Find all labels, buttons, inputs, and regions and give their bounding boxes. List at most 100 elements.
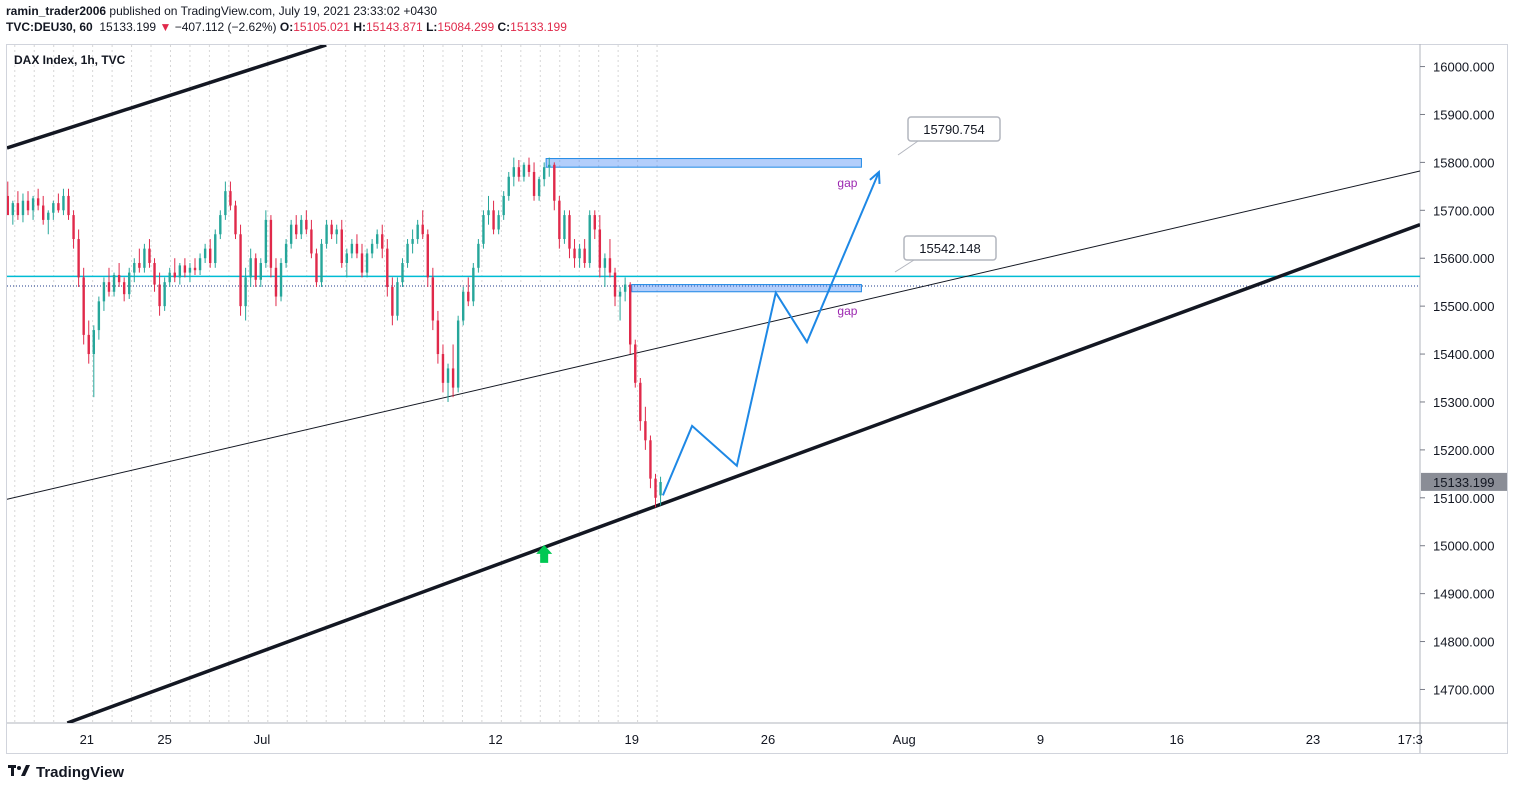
candle — [249, 258, 252, 278]
last-price-badge — [1421, 472, 1507, 491]
x-tick-label: 25 — [157, 732, 171, 747]
chart-header: ramin_trader2006 published on TradingVie… — [6, 3, 567, 35]
candle — [269, 219, 273, 268]
candle — [644, 421, 647, 441]
gap-label: gap — [837, 304, 857, 318]
candle — [583, 248, 586, 264]
candle — [305, 219, 308, 230]
grid-lines — [14, 45, 658, 723]
candle — [588, 215, 591, 264]
tradingview-logo-icon[interactable] — [8, 764, 30, 781]
candle — [386, 248, 389, 287]
candle — [441, 354, 445, 383]
candle — [122, 282, 126, 295]
y-tick-label: 15400.000 — [1433, 347, 1494, 362]
projection-path — [661, 171, 880, 496]
candle — [315, 253, 318, 283]
candle — [462, 291, 465, 321]
x-tick-label: Jul — [254, 732, 271, 747]
price-callout: 15542.148 — [894, 235, 997, 273]
y-tick-label: 14700.000 — [1433, 682, 1494, 697]
candle — [548, 164, 551, 168]
candle — [335, 229, 338, 235]
candle — [224, 191, 227, 216]
candle — [421, 224, 424, 235]
candle — [188, 267, 192, 273]
x-tick-label: Aug — [893, 732, 916, 747]
candle — [396, 282, 399, 316]
candle — [654, 478, 657, 498]
candle — [173, 272, 176, 278]
x-tick-label: 21 — [80, 732, 94, 747]
footer-brand[interactable]: TradingView — [36, 764, 125, 781]
candle — [436, 320, 440, 355]
candle — [11, 203, 15, 216]
publisher-name[interactable]: ramin_trader2006 — [6, 4, 107, 18]
candle — [193, 267, 197, 271]
candle — [593, 215, 596, 230]
candle — [128, 272, 131, 295]
y-tick-label: 15100.000 — [1433, 491, 1494, 506]
candle — [234, 205, 237, 235]
x-tick-label: 19 — [625, 732, 639, 747]
candle — [558, 200, 561, 240]
candle — [97, 301, 101, 331]
candle — [370, 243, 374, 254]
callout-box — [903, 235, 997, 261]
candle — [451, 368, 455, 388]
candle — [300, 219, 303, 235]
candle — [431, 277, 435, 321]
chart-frame[interactable] — [6, 44, 1508, 754]
candle — [345, 253, 349, 264]
callout-pointer — [897, 140, 919, 156]
y-tick-label: 14800.000 — [1433, 635, 1494, 650]
price-chart[interactable]: gap gap 15790.754 15542.148 DAX Index, 1h, T… — [0, 0, 1514, 760]
last-price: 15133.199 — [99, 20, 157, 34]
trendline-mid-trend — [7, 170, 1420, 500]
candle — [244, 277, 247, 307]
candle — [472, 267, 475, 302]
candle — [183, 265, 187, 273]
high-value: 15143.871 — [365, 20, 423, 34]
candle — [416, 224, 419, 240]
open-value: 15105.021 — [293, 20, 350, 34]
close-value: 15133.199 — [510, 20, 567, 34]
y-tick-label: 15600.000 — [1433, 251, 1494, 266]
x-tick-label: 23 — [1306, 732, 1320, 747]
low-label: L: — [426, 20, 438, 34]
candle — [26, 200, 30, 211]
x-tick-label: 17:3 — [1398, 732, 1423, 747]
candle — [568, 215, 571, 249]
candle — [31, 198, 35, 211]
candle — [446, 368, 450, 383]
candle — [639, 382, 642, 422]
last-price-label: 15133.199 — [1433, 475, 1494, 490]
y-tick-label: 16000.000 — [1433, 60, 1494, 75]
candle — [36, 198, 40, 206]
price-change: −407.112 (−2.62%) — [174, 20, 277, 34]
candle — [102, 282, 106, 302]
candle — [67, 195, 70, 216]
candle — [477, 243, 480, 268]
candle — [310, 229, 313, 254]
candle — [391, 286, 394, 316]
candle — [659, 481, 662, 496]
candle — [608, 258, 612, 273]
candle — [507, 176, 510, 196]
candle — [21, 200, 25, 216]
gap-zone — [631, 284, 862, 293]
callout-label: 15542.148 — [919, 241, 980, 256]
candle — [117, 274, 121, 283]
low-value: 15084.299 — [437, 20, 495, 34]
candle — [295, 224, 298, 235]
candle — [497, 215, 500, 230]
candle — [198, 258, 202, 271]
candle — [112, 274, 116, 292]
candle — [133, 263, 136, 273]
candle — [537, 179, 541, 196]
candle — [426, 234, 429, 278]
down-triangle-icon: ▼ — [159, 20, 172, 34]
candle — [527, 164, 531, 172]
candle — [153, 263, 156, 285]
candle — [355, 243, 359, 254]
